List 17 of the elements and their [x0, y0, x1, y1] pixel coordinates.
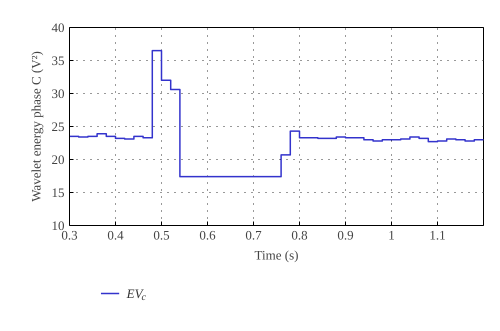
y-tick-label: 20: [52, 152, 64, 167]
y-tick-label: 35: [52, 53, 64, 68]
x-tick-label: 0.8: [291, 228, 308, 242]
x-tick-label: 0.7: [245, 228, 262, 242]
y-tick-label: 25: [52, 119, 64, 134]
y-tick-label: 30: [52, 86, 64, 101]
x-axis-title: Time (s): [254, 248, 298, 262]
y-tick-label: 10: [52, 218, 64, 233]
y-axis-title: Wavelet energy phase C (V²): [28, 51, 44, 202]
x-tick-label: 0.6: [199, 228, 216, 242]
x-tick-label: 1.1: [429, 228, 446, 242]
y-tick-label: 15: [52, 185, 64, 200]
x-tick-label: 0.5: [153, 228, 170, 242]
y-tick-label: 40: [52, 20, 64, 35]
x-tick-label: 0.9: [337, 228, 354, 242]
x-tick-label: 0.4: [107, 228, 124, 242]
x-tick-label: 1: [388, 228, 395, 242]
